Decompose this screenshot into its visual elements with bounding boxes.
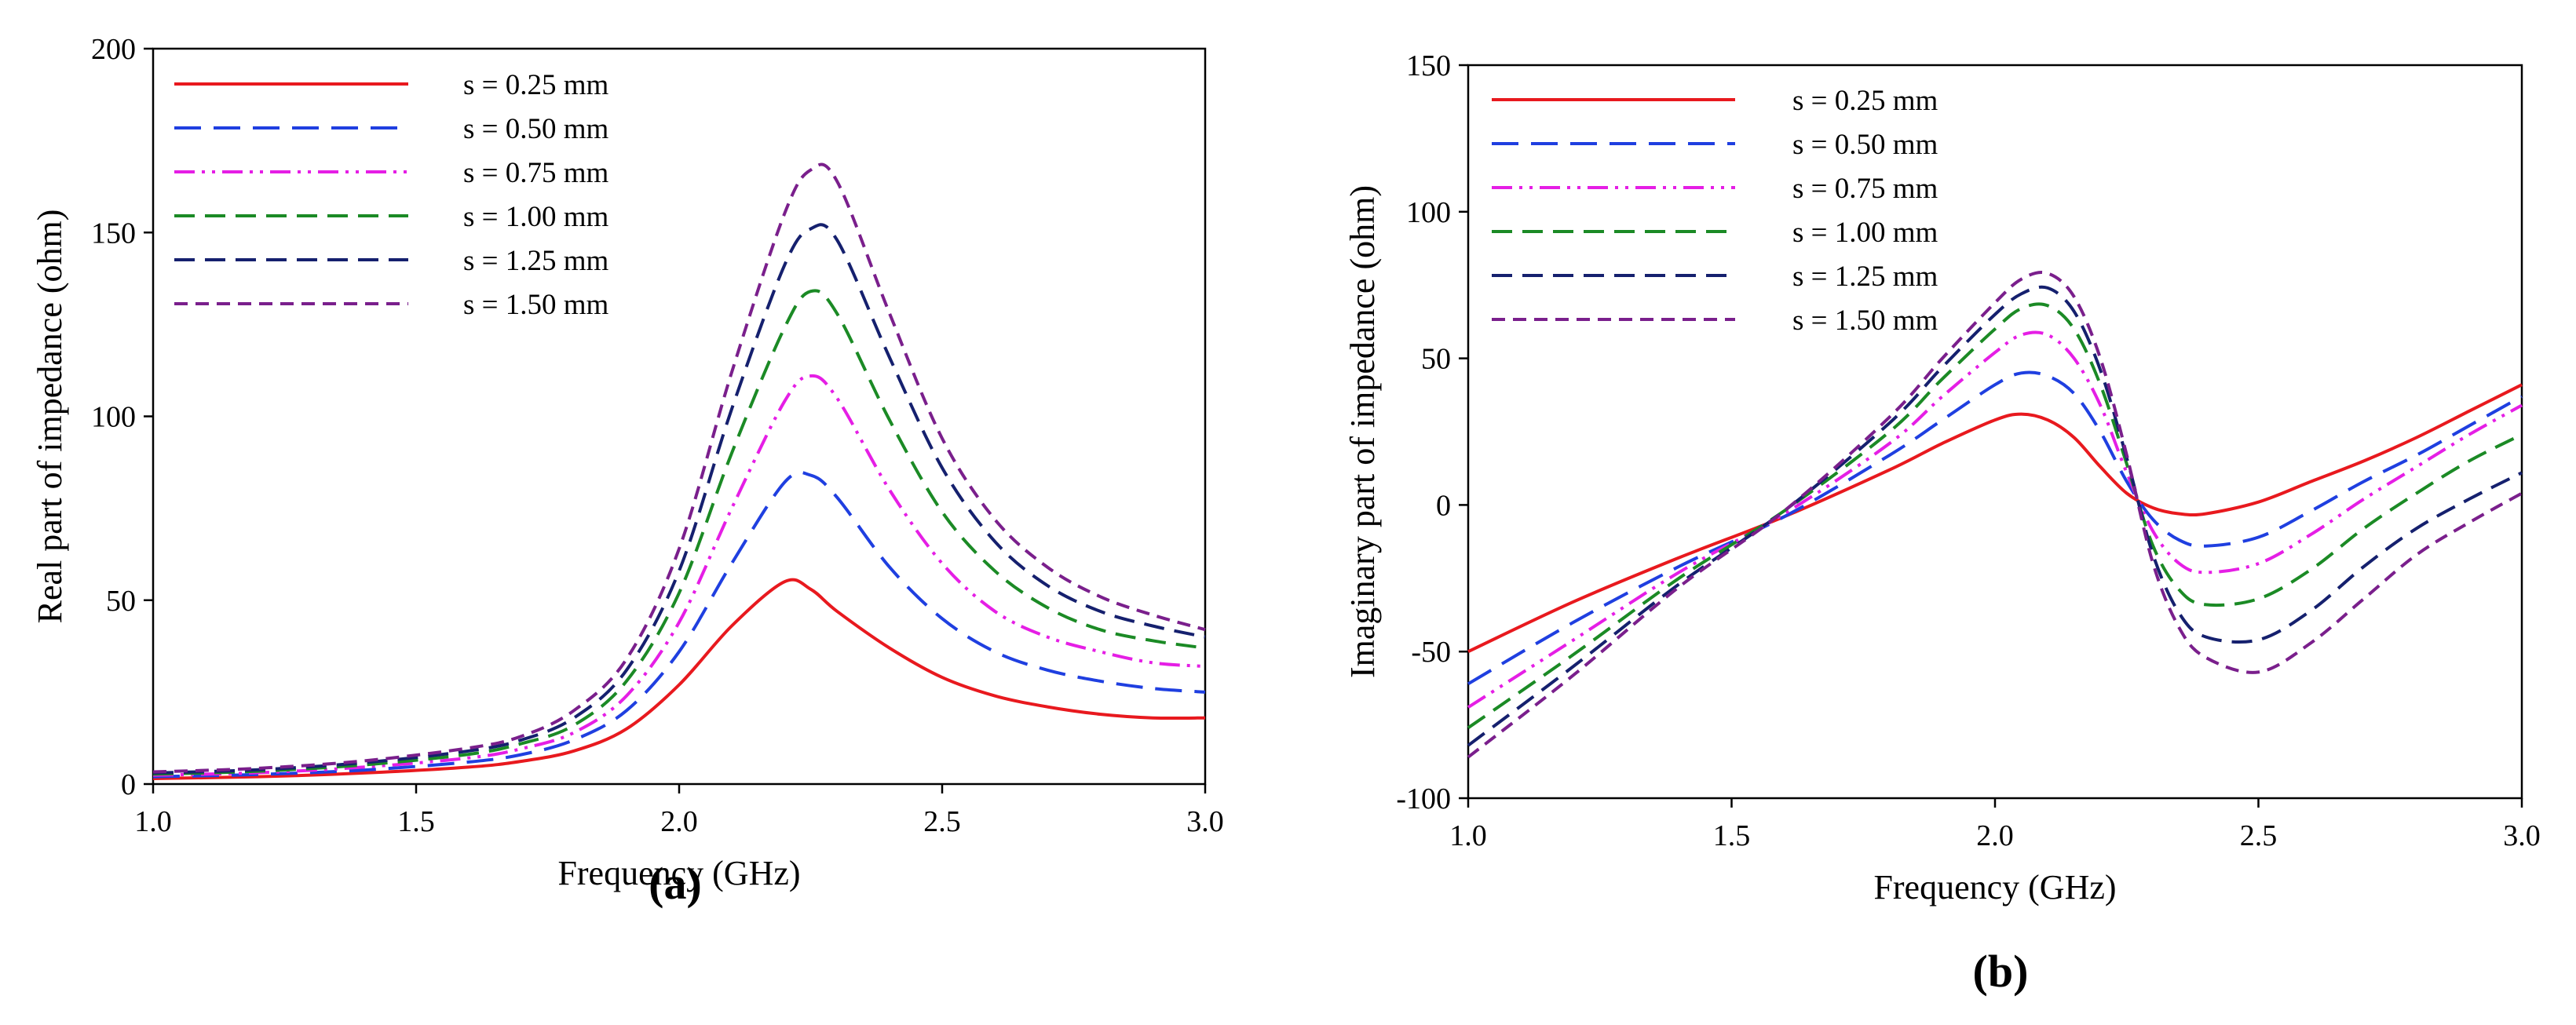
x-tick-label: 1.0 [1449, 819, 1487, 852]
legend: s = 0.25 mm s = 0.50 mm s = 0.75 mm s = 1.0… [174, 69, 609, 321]
legend-label: s = 1.00 mm [1792, 217, 1938, 249]
legend-label: s = 1.25 mm [463, 245, 609, 277]
series-line-4 [152, 289, 1206, 776]
y-axis-title: Imaginary part of impedance (ohm) [1343, 185, 1382, 678]
legend-label: s = 0.75 mm [463, 157, 609, 189]
series-line-3 [1467, 330, 2523, 709]
x-tick-label: 2.5 [923, 805, 961, 838]
x-axis-title: Frequency (GHz) [557, 854, 800, 892]
x-tick-label: 1.5 [1713, 819, 1751, 852]
x-tick-label: 1.0 [134, 805, 172, 838]
series-line-5 [152, 223, 1206, 775]
x-tick-label: 1.5 [397, 805, 435, 838]
y-tick-label: 0 [1436, 489, 1451, 522]
legend-label: s = 0.50 mm [1792, 129, 1938, 161]
x-tick-label: 2.0 [660, 805, 698, 838]
chart-panel-a: 1.0 1.5 2.0 2.5 3.0 0 50 100 150 200 Frequency (GH… [31, 33, 1224, 909]
y-tick-label: 50 [1421, 343, 1451, 376]
y-tick-label: 200 [91, 33, 136, 66]
x-tick-label: 3.0 [2503, 819, 2541, 852]
x-axis-title: Frequency (GHz) [1873, 868, 2116, 906]
legend-label: s = 1.00 mm [463, 201, 609, 233]
legend: s = 0.25 mm s = 0.50 mm s = 0.75 mm s = 1.0… [1492, 85, 1938, 337]
plot-frame [1467, 64, 2523, 800]
y-tick-label: 100 [1406, 196, 1451, 229]
x-tick-label: 3.0 [1186, 805, 1224, 838]
y-tick-label: 150 [1406, 49, 1451, 82]
series-line-2 [152, 470, 1206, 779]
series-line-5 [1467, 285, 2523, 747]
plot-frame [152, 47, 1207, 786]
y-tick-label: 100 [91, 401, 136, 434]
y-axis-title: Real part of impedance (ohm) [31, 210, 69, 624]
series-line-4 [1467, 302, 2523, 729]
y-tick-label: -50 [1411, 636, 1451, 669]
y-tick-label: 150 [91, 217, 136, 250]
legend-label: s = 0.50 mm [463, 113, 609, 145]
y-tick-label: 50 [106, 585, 136, 618]
series-line-6 [1467, 270, 2523, 759]
legend-label: s = 1.50 mm [1792, 305, 1938, 337]
legend-label: s = 1.25 mm [1792, 261, 1938, 293]
legend-label: s = 1.50 mm [463, 289, 609, 321]
chart-panel-b: 1.0 1.5 2.0 2.5 3.0 -100 -50 0 50 100 150 Frequency… [1343, 49, 2541, 997]
panel-label: (a) [649, 858, 702, 909]
panel-label: (b) [1973, 946, 2029, 997]
y-tick-label: 0 [121, 768, 136, 801]
series-line-6 [152, 162, 1206, 774]
series-line-3 [152, 374, 1206, 777]
series-line-1 [1467, 383, 2523, 654]
series-line-1 [152, 578, 1206, 780]
legend-label: s = 0.25 mm [1792, 85, 1938, 117]
legend-label: s = 0.25 mm [463, 69, 609, 101]
legend-label: s = 0.75 mm [1792, 173, 1938, 205]
x-tick-label: 2.0 [1976, 819, 2014, 852]
x-tick-label: 2.5 [2240, 819, 2278, 852]
y-tick-label: -100 [1396, 782, 1451, 815]
